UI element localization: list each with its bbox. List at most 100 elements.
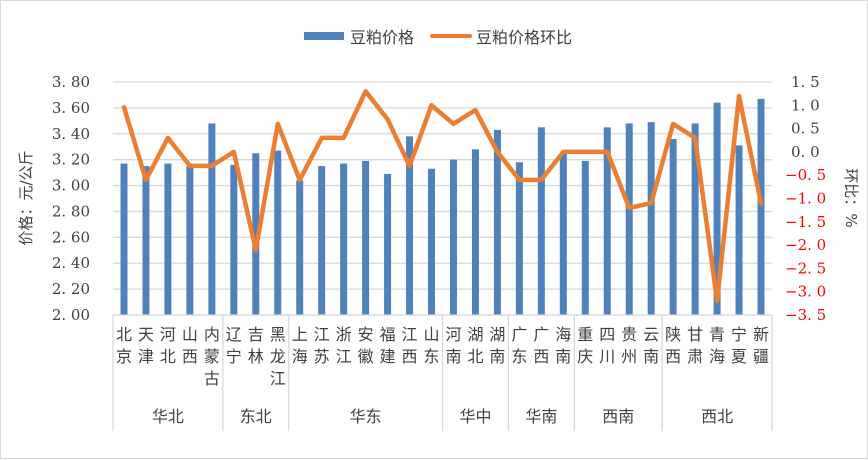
bar-四川 [603,127,611,315]
category-label: 西 [665,347,681,366]
category-label: 江 [336,347,352,366]
right-tick-label: −1. 0 [785,190,826,208]
category-label: 北 [160,347,176,366]
bar-甘肃 [691,123,699,315]
bar-贵州 [625,123,633,315]
category-label: 海 [709,347,725,366]
category-label: 广 [511,325,527,344]
bar-辽宁 [230,164,238,315]
right-tick-label: 1. 5 [791,73,820,91]
bar-山东 [428,168,436,315]
group-label: 华北 [152,407,184,426]
category-label: 山 [424,325,440,344]
right-tick-label: 0. 5 [791,120,820,138]
left-tick-label: 2. 40 [52,254,90,272]
category-label: 四 [599,325,615,344]
right-tick-label: −0. 5 [785,166,826,184]
bar-福建 [384,173,392,315]
category-label: 徽 [358,347,374,366]
right-axis-ticks: 1. 5 1. 0 0. 5 0. 0 −0. 5 −1. 0 −1. 5 −2. 0 −2. … [785,73,826,324]
right-tick-label: −3. 5 [785,306,826,324]
bar-云南 [647,122,655,315]
category-label: 川 [599,347,615,366]
category-label: 河 [160,325,176,344]
bar-天津 [142,166,150,315]
right-axis-title: 环比：% [842,168,860,227]
bar-上海 [296,180,304,315]
category-label: 夏 [731,347,747,366]
category-label: 辽 [226,325,242,344]
category-label: 州 [621,347,637,366]
left-tick-label: 2. 20 [52,280,90,298]
bar-海南 [559,153,567,315]
group-label: 华东 [350,407,382,426]
right-tick-label: 0. 0 [791,143,820,161]
category-label: 内 [204,325,220,344]
left-tick-label: 3. 80 [52,73,90,91]
bar-江西 [406,136,414,315]
category-label: 林 [248,347,264,366]
category-label: 蒙 [204,347,220,366]
bar-吉林 [252,153,260,315]
category-label: 北 [467,347,483,366]
category-label: 天 [138,325,154,344]
category-label: 东 [424,347,440,366]
bar-内蒙古 [208,123,216,315]
category-label: 疆 [753,347,769,366]
category-label: 京 [116,347,132,366]
left-tick-label: 2. 60 [52,228,90,246]
category-label: 东 [511,347,527,366]
bar-江苏 [318,166,326,315]
left-tick-label: 3. 40 [52,125,90,143]
bar-黑龙江 [274,150,282,315]
bar-河北 [164,163,172,315]
category-label: 南 [445,347,461,366]
bar-series-price [120,98,765,315]
category-label: 西 [533,347,549,366]
category-label: 福 [380,325,396,344]
bar-陕西 [669,138,677,315]
left-axis-title: 价格：元/公斤 [17,150,35,245]
category-label: 上 [292,325,308,344]
group-label: 东北 [240,407,272,426]
legend-bar-swatch [304,32,344,40]
right-tick-label: 1. 0 [791,96,820,114]
group-label: 华中 [459,407,491,426]
category-label: 江 [402,325,418,344]
category-label: 南 [643,347,659,366]
category-label: 河 [445,325,461,344]
category-label: 陕 [665,325,681,344]
bar-浙江 [340,163,348,315]
category-label: 西 [182,347,198,366]
category-label: 甘 [687,325,703,344]
category-label: 西 [402,347,418,366]
bar-广西 [537,127,545,315]
category-label: 云 [643,325,659,344]
bar-广东 [515,162,523,315]
category-label: 古 [204,369,220,388]
right-tick-label: −2. 0 [785,236,826,254]
left-tick-label: 3. 00 [52,177,90,195]
bar-北京 [120,163,128,315]
category-label: 庆 [577,347,593,366]
left-axis-ticks: 3. 80 3. 60 3. 40 3. 20 3. 00 2. 80 2. 60 2. 40… [52,73,90,324]
bar-新疆 [757,98,765,315]
bar-山西 [186,166,194,315]
category-label: 苏 [314,347,330,366]
category-label: 海 [292,347,308,366]
category-label: 黑 [270,325,286,344]
left-tick-label: 3. 20 [52,151,90,169]
left-tick-label: 2. 00 [52,306,90,324]
bar-湖北 [471,149,479,315]
category-label: 南 [489,347,505,366]
bar-河南 [449,159,457,315]
line-series-mom [121,89,764,304]
bar-湖南 [493,129,501,315]
mom-line [121,89,764,304]
right-tick-label: −3. 0 [785,283,826,301]
category-label: 宁 [226,347,242,366]
category-label: 建 [380,347,396,366]
group-label: 西北 [701,407,733,426]
